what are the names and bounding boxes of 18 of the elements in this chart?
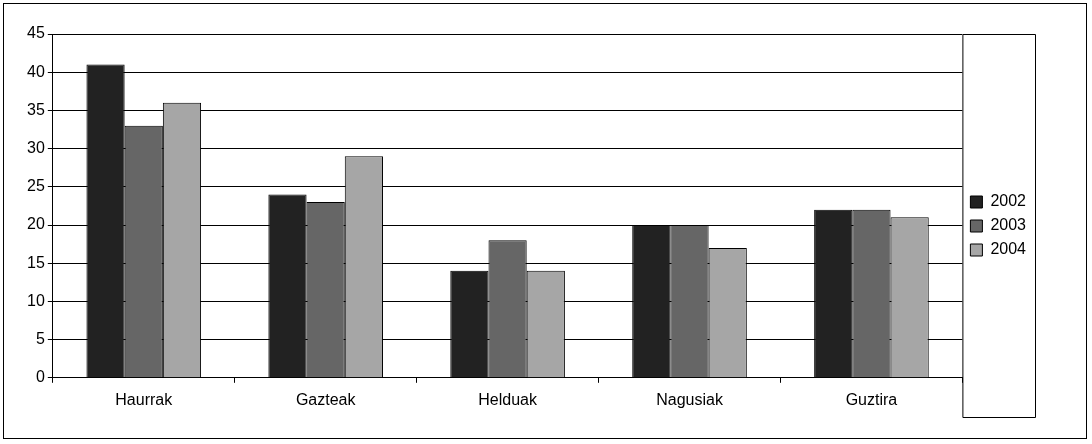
y-tick-label: 30 xyxy=(27,139,45,157)
x-tick-label: Gazteak xyxy=(295,390,357,408)
y-tick-label: 15 xyxy=(27,253,45,271)
legend-label: 2004 xyxy=(990,240,1027,258)
y-tick-label: 5 xyxy=(35,330,45,348)
x-tick-label: Helduak xyxy=(478,390,538,408)
y-tick-label: 10 xyxy=(27,291,45,309)
x-tick-label: Guztira xyxy=(845,390,898,408)
y-tick-label: 20 xyxy=(27,215,45,233)
y-tick-label: 0 xyxy=(35,368,45,386)
y-tick-label: 35 xyxy=(27,100,45,118)
x-tick-label: Nagusiak xyxy=(656,390,724,408)
x-tick-label: Haurrak xyxy=(115,390,174,408)
y-tick-label: 25 xyxy=(27,177,45,195)
legend-label: 2002 xyxy=(990,192,1027,210)
y-tick-label: 45 xyxy=(27,24,45,42)
y-tick-label: 40 xyxy=(27,62,45,80)
legend-label: 2003 xyxy=(990,216,1027,234)
